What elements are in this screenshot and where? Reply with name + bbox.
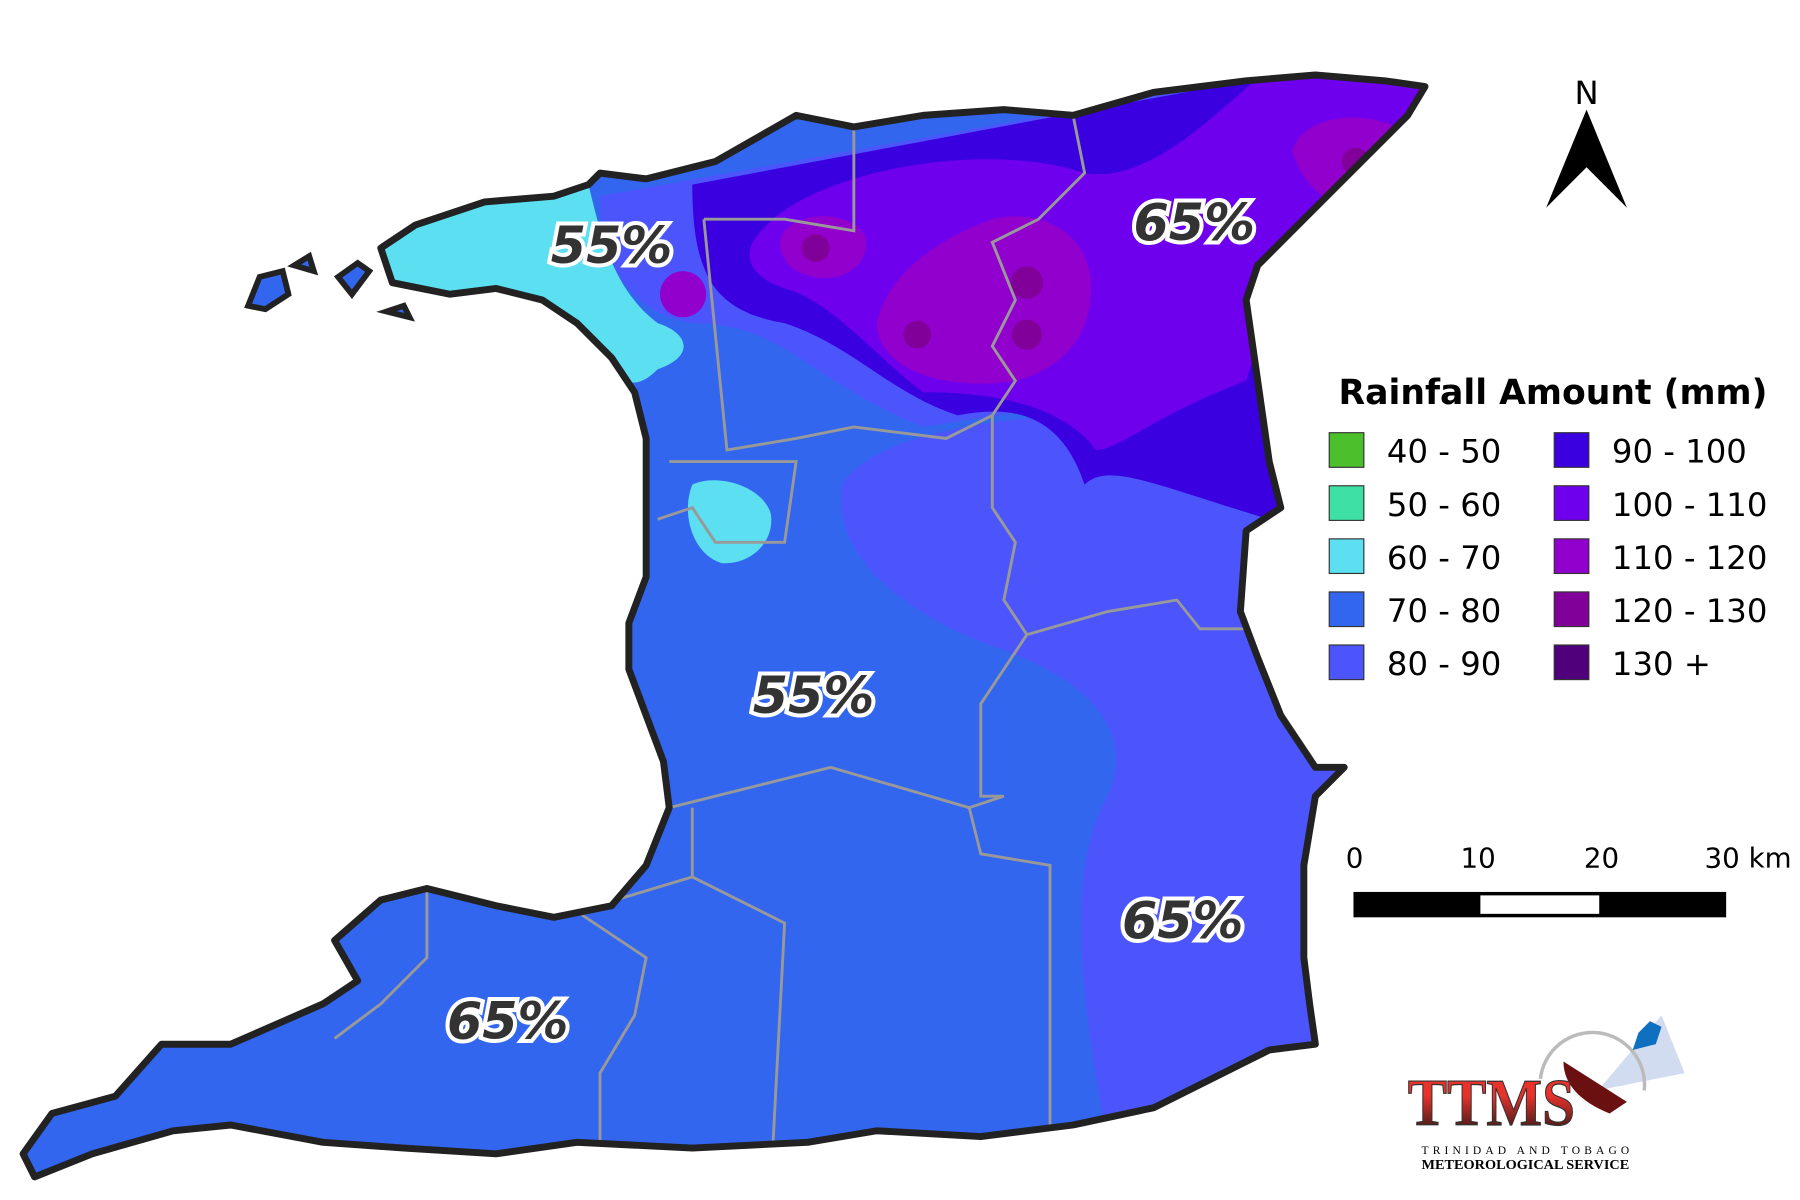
zone-label-northwest: 55%	[551, 216, 672, 275]
logo-line2: METEOROLOGICAL SERVICE	[1422, 1157, 1630, 1172]
legend-label: 60 - 70	[1387, 539, 1501, 577]
legend-swatch	[1328, 538, 1365, 575]
legend-label: 80 - 90	[1387, 645, 1501, 683]
legend-title: Rainfall Amount (mm)	[1338, 373, 1767, 413]
legend-swatch	[1553, 644, 1590, 681]
legend-label: 50 - 60	[1387, 486, 1501, 524]
legend-label: 120 - 130	[1612, 592, 1767, 630]
zone-label-southwest: 65%	[447, 991, 568, 1050]
zone-120-130	[801, 234, 830, 262]
legend-swatch	[1553, 432, 1590, 468]
legend-label: 110 - 120	[1612, 539, 1767, 577]
zone-110-120-d	[660, 271, 707, 318]
radar-beam	[1598, 1015, 1685, 1091]
zone-label-northeast: 65%	[1133, 193, 1254, 252]
zone-120-130	[1010, 266, 1044, 299]
logo-line1: TRINIDAD AND TOBAGO	[1422, 1145, 1630, 1157]
legend-label: 100 - 110	[1612, 486, 1767, 524]
trinidad-icon	[1632, 1021, 1662, 1050]
legend-swatch	[1328, 644, 1365, 681]
scale-bar: 0 10 20 30 km	[1346, 842, 1792, 918]
north-label: N	[1574, 74, 1598, 112]
offshore-islands	[244, 251, 416, 322]
zone-60-70-northwest	[346, 184, 684, 383]
legend-label: 70 - 80	[1387, 592, 1501, 630]
north-arrow-icon	[1546, 109, 1627, 208]
legend-swatch	[1553, 591, 1590, 628]
radar-arc	[1538, 1030, 1647, 1091]
zone-label-southeast: 65%	[1122, 891, 1243, 950]
legend-swatch	[1553, 485, 1590, 521]
legend-swatch	[1328, 485, 1365, 521]
radar-dish-icon	[1563, 1061, 1627, 1114]
scale-label: 10	[1460, 842, 1495, 875]
scale-label: 30 km	[1705, 842, 1792, 875]
legend-swatch	[1328, 591, 1365, 628]
rainfall-zones	[23, 75, 1425, 1177]
zone-labels: 55% 65% 55% 65% 65%	[443, 189, 1259, 1055]
legend: Rainfall Amount (mm) 40 - 50 50 - 60 60 - …	[1328, 373, 1767, 683]
legend-swatch	[1553, 538, 1590, 575]
regional-boundaries	[333, 115, 1258, 1143]
scale-label: 0	[1346, 842, 1364, 875]
zone-120-130	[903, 320, 932, 349]
north-arrow: N	[1546, 74, 1627, 208]
scale-label: 20	[1584, 842, 1619, 875]
legend-swatch	[1328, 432, 1365, 468]
zone-120-130	[1011, 319, 1042, 350]
scale-bar-segment	[1480, 895, 1600, 914]
legend-label: 130 +	[1612, 645, 1711, 683]
ttms-logo: TTMS TRINIDAD AND TOBAGO METEOROLOGICAL …	[1407, 1015, 1685, 1172]
legend-label: 40 - 50	[1387, 433, 1501, 471]
logo-acronym: TTMS	[1408, 1066, 1575, 1140]
zone-label-central: 55%	[753, 666, 874, 725]
legend-label: 90 - 100	[1612, 433, 1747, 471]
